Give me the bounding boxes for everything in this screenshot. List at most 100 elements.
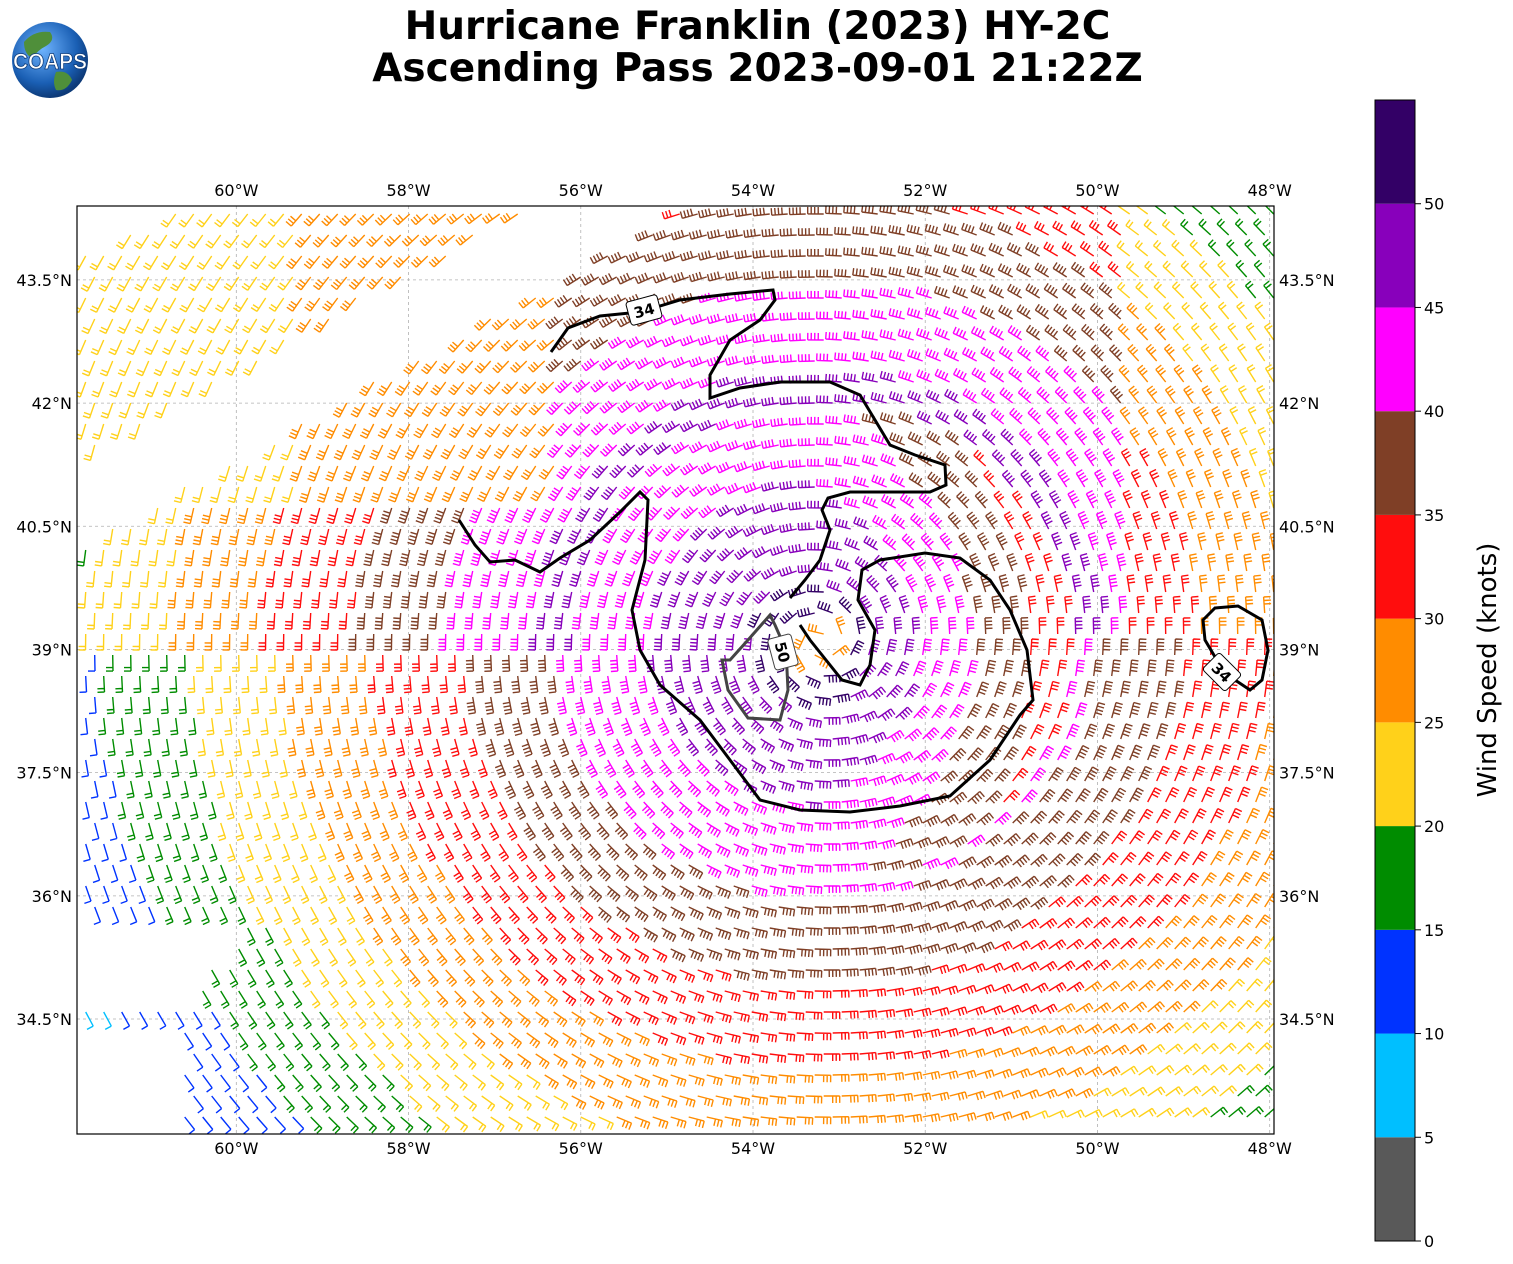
wind-barb bbox=[1030, 939, 1049, 951]
wind-barb bbox=[1210, 1106, 1229, 1118]
wind-barb bbox=[1012, 1110, 1031, 1121]
wind-barb bbox=[868, 1114, 886, 1124]
wind-barb bbox=[985, 702, 1000, 719]
wind-barb bbox=[387, 444, 402, 461]
wind-barb bbox=[1089, 261, 1104, 278]
wind-barb bbox=[427, 927, 438, 946]
wind-barb bbox=[480, 570, 492, 588]
wind-barb bbox=[445, 1053, 459, 1071]
wind-barb bbox=[1264, 807, 1274, 824]
wind-barb bbox=[742, 1074, 760, 1085]
wind-barb bbox=[555, 654, 565, 673]
wind-barb bbox=[472, 948, 485, 967]
wind-barb bbox=[1253, 218, 1266, 236]
wind-barb bbox=[760, 1116, 778, 1126]
wind-barb bbox=[288, 423, 303, 440]
wind-barb bbox=[238, 1074, 250, 1093]
wind-barb bbox=[111, 906, 120, 926]
wind-barb bbox=[398, 864, 410, 884]
wind-barb bbox=[580, 1032, 596, 1048]
wind-barb bbox=[300, 528, 312, 546]
wind-barb bbox=[1273, 926, 1274, 929]
wind-barb bbox=[1075, 917, 1094, 929]
wind-barb bbox=[468, 507, 483, 524]
wind-barb bbox=[1098, 206, 1113, 215]
wind-barb bbox=[87, 612, 96, 630]
wind-barb bbox=[461, 843, 473, 862]
wind-barb bbox=[1102, 895, 1120, 908]
wind-barb bbox=[1228, 206, 1239, 215]
wind-barb bbox=[468, 738, 478, 757]
wind-barb bbox=[888, 391, 905, 404]
wind-barb bbox=[859, 710, 878, 723]
wind-barb bbox=[493, 444, 510, 459]
wind-barb bbox=[653, 633, 663, 651]
wind-barb bbox=[750, 717, 765, 735]
wind-barb bbox=[490, 1074, 505, 1091]
wind-barb bbox=[1271, 575, 1274, 593]
wind-barb bbox=[661, 885, 676, 901]
wind-barb bbox=[263, 843, 273, 863]
wind-barb bbox=[706, 780, 720, 797]
wind-barb bbox=[198, 780, 208, 799]
wind-barb bbox=[1070, 220, 1086, 236]
wind-barb bbox=[1165, 1043, 1184, 1055]
colorbar-bin bbox=[1375, 307, 1415, 412]
wind-barb bbox=[1189, 239, 1203, 257]
wind-barb bbox=[1183, 872, 1200, 887]
wind-barb bbox=[1082, 406, 1096, 425]
wind-barb bbox=[660, 801, 674, 819]
wind-barb bbox=[688, 906, 704, 921]
wind-barb bbox=[238, 948, 248, 968]
wind-barb bbox=[841, 667, 860, 680]
wind-barb bbox=[249, 213, 267, 228]
wind-barb bbox=[1003, 961, 1022, 973]
wind-barb bbox=[391, 1011, 403, 1030]
wind-barb bbox=[1003, 1047, 1022, 1058]
wind-barb bbox=[543, 591, 555, 609]
wind-barb bbox=[508, 1116, 523, 1132]
wind-barb bbox=[169, 675, 178, 694]
wind-barb bbox=[769, 969, 787, 980]
wind-barb bbox=[292, 990, 303, 1009]
wind-barb bbox=[742, 355, 761, 365]
wind-barb bbox=[634, 399, 654, 413]
wind-barb bbox=[394, 381, 411, 396]
wind-barb bbox=[816, 353, 833, 362]
wind-barb bbox=[688, 229, 707, 240]
wind-barb bbox=[1192, 406, 1204, 425]
wind-barb bbox=[233, 339, 249, 355]
wind-barb bbox=[470, 822, 482, 842]
wind-barb bbox=[508, 948, 521, 966]
wind-barb bbox=[454, 1074, 468, 1091]
wind-barb bbox=[149, 591, 159, 609]
wind-barb bbox=[1070, 261, 1086, 278]
wind-barb bbox=[291, 864, 300, 884]
wind-barb bbox=[95, 591, 105, 609]
wind-barb bbox=[116, 276, 132, 292]
wind-barb bbox=[173, 486, 186, 504]
wind-barb bbox=[271, 822, 281, 842]
wind-barb bbox=[314, 717, 323, 736]
colorbar-bin bbox=[1375, 722, 1415, 827]
wind-barb bbox=[1043, 241, 1059, 257]
wind-barb bbox=[778, 948, 796, 959]
wind-barb bbox=[408, 927, 420, 946]
wind-barb bbox=[976, 681, 990, 698]
wind-barb bbox=[533, 570, 546, 588]
wind-barb bbox=[1182, 617, 1191, 635]
wind-barb bbox=[247, 570, 258, 588]
wind-barb bbox=[734, 249, 752, 260]
wind-barb bbox=[929, 616, 939, 635]
wind-barb bbox=[751, 885, 768, 898]
wind-barb bbox=[1201, 872, 1217, 887]
wind-barb bbox=[492, 402, 510, 417]
wind-barb bbox=[915, 206, 932, 215]
wind-barb bbox=[81, 759, 90, 778]
wind-barb bbox=[211, 570, 222, 588]
wind-barb bbox=[906, 224, 923, 236]
wind-barb bbox=[661, 250, 680, 262]
wind-barb bbox=[511, 675, 521, 694]
wind-barb bbox=[825, 415, 842, 425]
wind-barb bbox=[170, 318, 186, 334]
